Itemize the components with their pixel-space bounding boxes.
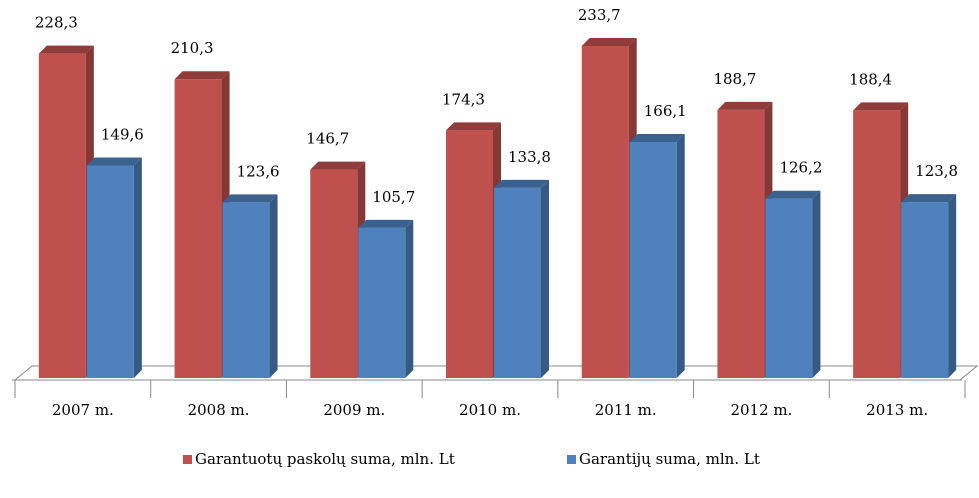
x-tick-label: 2012 m. <box>730 401 792 419</box>
value-label: 126,2 <box>779 159 822 177</box>
bar-front <box>358 227 406 378</box>
bar-side <box>405 219 414 378</box>
value-label: 166,1 <box>644 102 687 120</box>
value-label: 133,8 <box>508 148 551 166</box>
bar-front <box>581 45 629 379</box>
value-label: 123,8 <box>915 162 958 180</box>
bar-top <box>310 161 366 170</box>
bar-top <box>446 122 501 131</box>
bar-side <box>676 133 685 378</box>
bar-front <box>717 109 765 379</box>
value-label: 146,7 <box>306 130 349 148</box>
value-label: 105,7 <box>372 188 415 206</box>
bar-top <box>901 194 957 203</box>
bar-side <box>948 194 957 378</box>
bar <box>446 122 501 378</box>
bar-top <box>494 179 549 188</box>
bar-front <box>38 53 86 378</box>
bar-front <box>853 110 901 378</box>
bar-top <box>853 102 909 111</box>
x-tick-label: 2013 m. <box>866 401 928 419</box>
value-label: 233,7 <box>578 6 621 24</box>
bar-side <box>269 194 278 378</box>
x-tick-label: 2007 m. <box>52 401 114 419</box>
bar <box>358 219 414 378</box>
bar <box>494 179 549 378</box>
value-label: 174,3 <box>442 90 485 108</box>
bar <box>901 194 957 378</box>
bar-front <box>310 169 358 378</box>
bar-front <box>629 141 677 378</box>
value-label: 228,3 <box>35 14 78 32</box>
bar-top <box>765 190 821 199</box>
bar-top <box>358 219 414 228</box>
bar-front <box>222 202 270 378</box>
bar-side <box>541 179 549 378</box>
x-tick-label: 2008 m. <box>188 401 250 419</box>
bar-front <box>765 198 813 378</box>
bar <box>38 45 94 378</box>
value-label: 188,4 <box>849 70 892 88</box>
legend-label: Garantijų suma, mln. Lt <box>579 450 760 468</box>
bar-side <box>133 157 142 378</box>
bar-top <box>581 37 637 46</box>
bar <box>717 101 773 379</box>
bar-top <box>222 194 278 203</box>
bar <box>222 194 278 378</box>
legend-swatch <box>567 455 576 464</box>
bar-top <box>38 45 94 54</box>
bar-front <box>901 202 949 378</box>
bar <box>581 37 637 379</box>
bar-front <box>174 79 222 378</box>
bar-front <box>494 187 541 378</box>
bar <box>310 161 366 378</box>
bar <box>174 71 230 378</box>
value-label: 210,3 <box>171 39 214 57</box>
legend-swatch <box>183 455 192 464</box>
value-label: 188,7 <box>713 70 756 88</box>
bar <box>629 133 685 378</box>
bar-front <box>86 165 134 378</box>
bar-front <box>446 130 493 378</box>
bar <box>853 102 909 378</box>
legend-label: Garantuotų paskolų suma, mln. Lt <box>195 450 455 468</box>
bar-top <box>629 133 685 142</box>
bar <box>86 157 142 378</box>
bar <box>765 190 821 378</box>
value-label: 123,6 <box>237 162 280 180</box>
value-label: 149,6 <box>101 125 144 143</box>
bar-top <box>86 157 142 166</box>
bar-top <box>174 71 230 80</box>
x-tick-label: 2011 m. <box>595 401 657 419</box>
bar-top <box>717 101 773 110</box>
x-tick-label: 2009 m. <box>323 401 385 419</box>
bar-side <box>812 190 821 378</box>
x-tick-label: 2010 m. <box>459 401 521 419</box>
